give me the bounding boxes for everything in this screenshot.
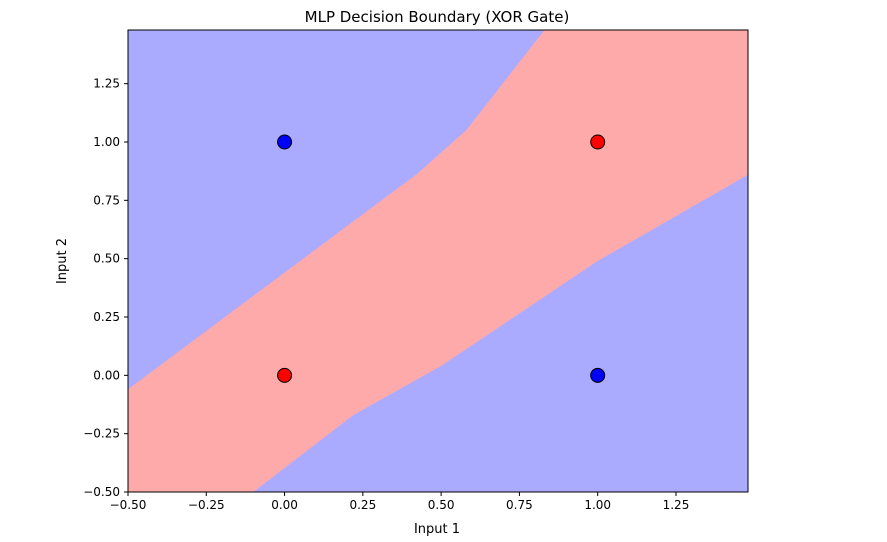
- x-axis-label: Input 1: [414, 522, 460, 537]
- y-axis-ticks: −0.50 −0.25 0.00 0.25 0.50 0.75 1.00 1.25: [83, 77, 128, 499]
- data-point-class-1: [590, 134, 606, 150]
- x-tick-label: 0.25: [349, 498, 376, 512]
- x-tick-label: 1.25: [663, 498, 690, 512]
- x-tick-label: 0.50: [428, 498, 455, 512]
- plot-frame: [127, 29, 749, 493]
- y-axis-label: Input 2: [55, 238, 70, 284]
- y-tick-label: 0.75: [93, 193, 120, 207]
- data-points: [277, 134, 606, 383]
- y-tick-label: 0.25: [93, 310, 120, 324]
- x-tick-label: 1.00: [584, 498, 611, 512]
- y-tick-label: 0.50: [93, 252, 120, 266]
- data-point-class-0: [590, 367, 606, 383]
- y-tick-label: 0.00: [93, 368, 120, 382]
- x-tick-label: 0.75: [506, 498, 533, 512]
- y-tick-label: −0.50: [83, 485, 120, 499]
- y-tick-label: 1.25: [93, 77, 120, 91]
- x-axis-ticks: −0.50 −0.25 0.00 0.25 0.50 0.75 1.00 1.25: [110, 492, 690, 512]
- decision-regions: [128, 30, 748, 492]
- y-tick-label: 1.00: [93, 135, 120, 149]
- x-tick-label: −0.50: [110, 498, 147, 512]
- x-tick-label: −0.25: [188, 498, 225, 512]
- x-tick-label: 0.00: [271, 498, 298, 512]
- y-tick-label: −0.25: [83, 427, 120, 441]
- data-point-class-1: [277, 367, 293, 383]
- chart-title: MLP Decision Boundary (XOR Gate): [305, 8, 570, 26]
- data-point-class-0: [277, 134, 293, 150]
